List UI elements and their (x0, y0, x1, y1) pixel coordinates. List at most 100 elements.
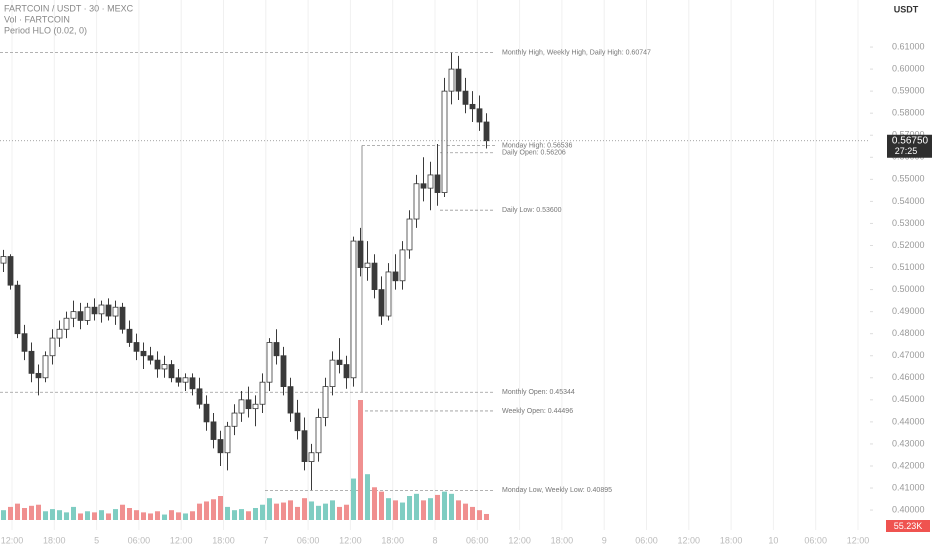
volume-bar (379, 491, 384, 520)
grid (11, 0, 873, 530)
x-tick-label: 12:00 (678, 535, 701, 545)
volume-bar (64, 512, 69, 520)
y-tick-label: 0.48000 (892, 328, 925, 338)
candle-body (462, 90, 469, 105)
volume-bar (8, 506, 13, 520)
volume-bar (442, 491, 447, 520)
candle-body (322, 386, 329, 418)
current-volume-label: 55.23K (894, 521, 923, 531)
candle-body (483, 121, 490, 142)
y-tick-label: 0.43000 (892, 438, 925, 448)
x-tick-label: 12:00 (339, 535, 362, 545)
candle-body (77, 311, 84, 321)
candle-body (336, 359, 343, 365)
candle-body (224, 425, 231, 454)
candle-body (280, 355, 287, 388)
x-tick-label: 12:00 (170, 535, 193, 545)
y-tick-label: 0.50000 (892, 284, 925, 294)
candle-body (91, 306, 98, 315)
x-tick-label: 5 (94, 535, 99, 545)
candle-body (392, 271, 399, 282)
countdown: 27:25 (895, 146, 918, 156)
volume-bar (36, 504, 41, 520)
candle-body (119, 306, 126, 330)
currency: USDT (894, 4, 919, 14)
volume-bar (477, 510, 482, 520)
y-tick-label: 0.40000 (892, 504, 925, 514)
volume-bar (456, 500, 461, 520)
indicator-title: Period HLO (0.02, 0) (4, 25, 87, 35)
volume-bar (274, 503, 279, 520)
candle-body (42, 355, 49, 379)
candle-body (49, 337, 56, 357)
candle-body (35, 372, 42, 379)
candle-body (14, 284, 21, 335)
candle-body (63, 317, 70, 330)
candle-body (154, 359, 161, 370)
volume-bar (302, 498, 307, 520)
candle-body (308, 452, 315, 462)
candle-body (455, 68, 462, 92)
volume-bar (99, 510, 104, 520)
candle-body (0, 256, 7, 264)
candle-body (168, 364, 175, 379)
x-tick-label: 06:00 (804, 535, 827, 545)
y-tick-label: 0.42000 (892, 460, 925, 470)
y-tick-label: 0.49000 (892, 306, 925, 316)
x-tick-label: 06:00 (466, 535, 489, 545)
candle-body (476, 108, 483, 123)
x-tick-label: 18:00 (551, 535, 574, 545)
volume-bar (78, 513, 83, 520)
volume-bar (288, 500, 293, 520)
candle-body (28, 350, 35, 374)
x-tick-label: 7 (263, 535, 268, 545)
volume-bar (15, 503, 20, 520)
x-tick-label: 18:00 (43, 535, 66, 545)
candle-body (329, 359, 336, 388)
candle-body (357, 240, 364, 268)
y-tick-label: 0.47000 (892, 350, 925, 360)
volume-bar (351, 478, 356, 520)
candle-body (266, 342, 273, 383)
candle-body (210, 421, 217, 440)
volume-bar (463, 503, 468, 520)
candle-body (364, 262, 371, 268)
y-tick-label: 0.59000 (892, 86, 925, 96)
volume-bar (435, 494, 440, 520)
candle-body (294, 412, 301, 432)
candle-body (175, 377, 182, 383)
volume-bar (309, 501, 314, 520)
candle-body (133, 342, 140, 352)
volume-bar (428, 498, 433, 520)
level-label: Monday Low, Weekly Low: 0.40895 (502, 487, 612, 494)
volume-bar (162, 514, 167, 520)
candle-body (203, 403, 210, 423)
volume-bar (281, 502, 286, 520)
candle-body (56, 328, 63, 339)
volume-bar (358, 400, 363, 520)
volume-bar (372, 487, 377, 520)
candle-body (378, 289, 385, 317)
x-tick-label: 8 (432, 535, 437, 545)
candle-body (217, 439, 224, 454)
volume-bar (113, 509, 118, 520)
plot (0, 52, 495, 520)
level-label: Monthly High, Weekly High, Daily High: 0… (502, 49, 651, 56)
candle-body (441, 90, 448, 193)
volume-bar (43, 511, 48, 520)
candle-body (245, 399, 252, 410)
candle-body (427, 174, 434, 189)
volume-bar (197, 503, 202, 520)
volume-bar (484, 513, 489, 520)
candle-body (182, 377, 189, 383)
y-tick-label: 0.55000 (892, 174, 925, 184)
level-label: Monthly Open: 0.45344 (502, 389, 575, 396)
level-label: Daily Low: 0.53600 (502, 207, 562, 214)
volume-bar (169, 510, 174, 520)
candle-body (140, 350, 147, 357)
volume-bar (204, 501, 209, 520)
x-tick-label: 9 (602, 535, 607, 545)
volume-bar (148, 513, 153, 520)
x-tick-label: 18:00 (381, 535, 404, 545)
volume-bar (470, 506, 475, 520)
